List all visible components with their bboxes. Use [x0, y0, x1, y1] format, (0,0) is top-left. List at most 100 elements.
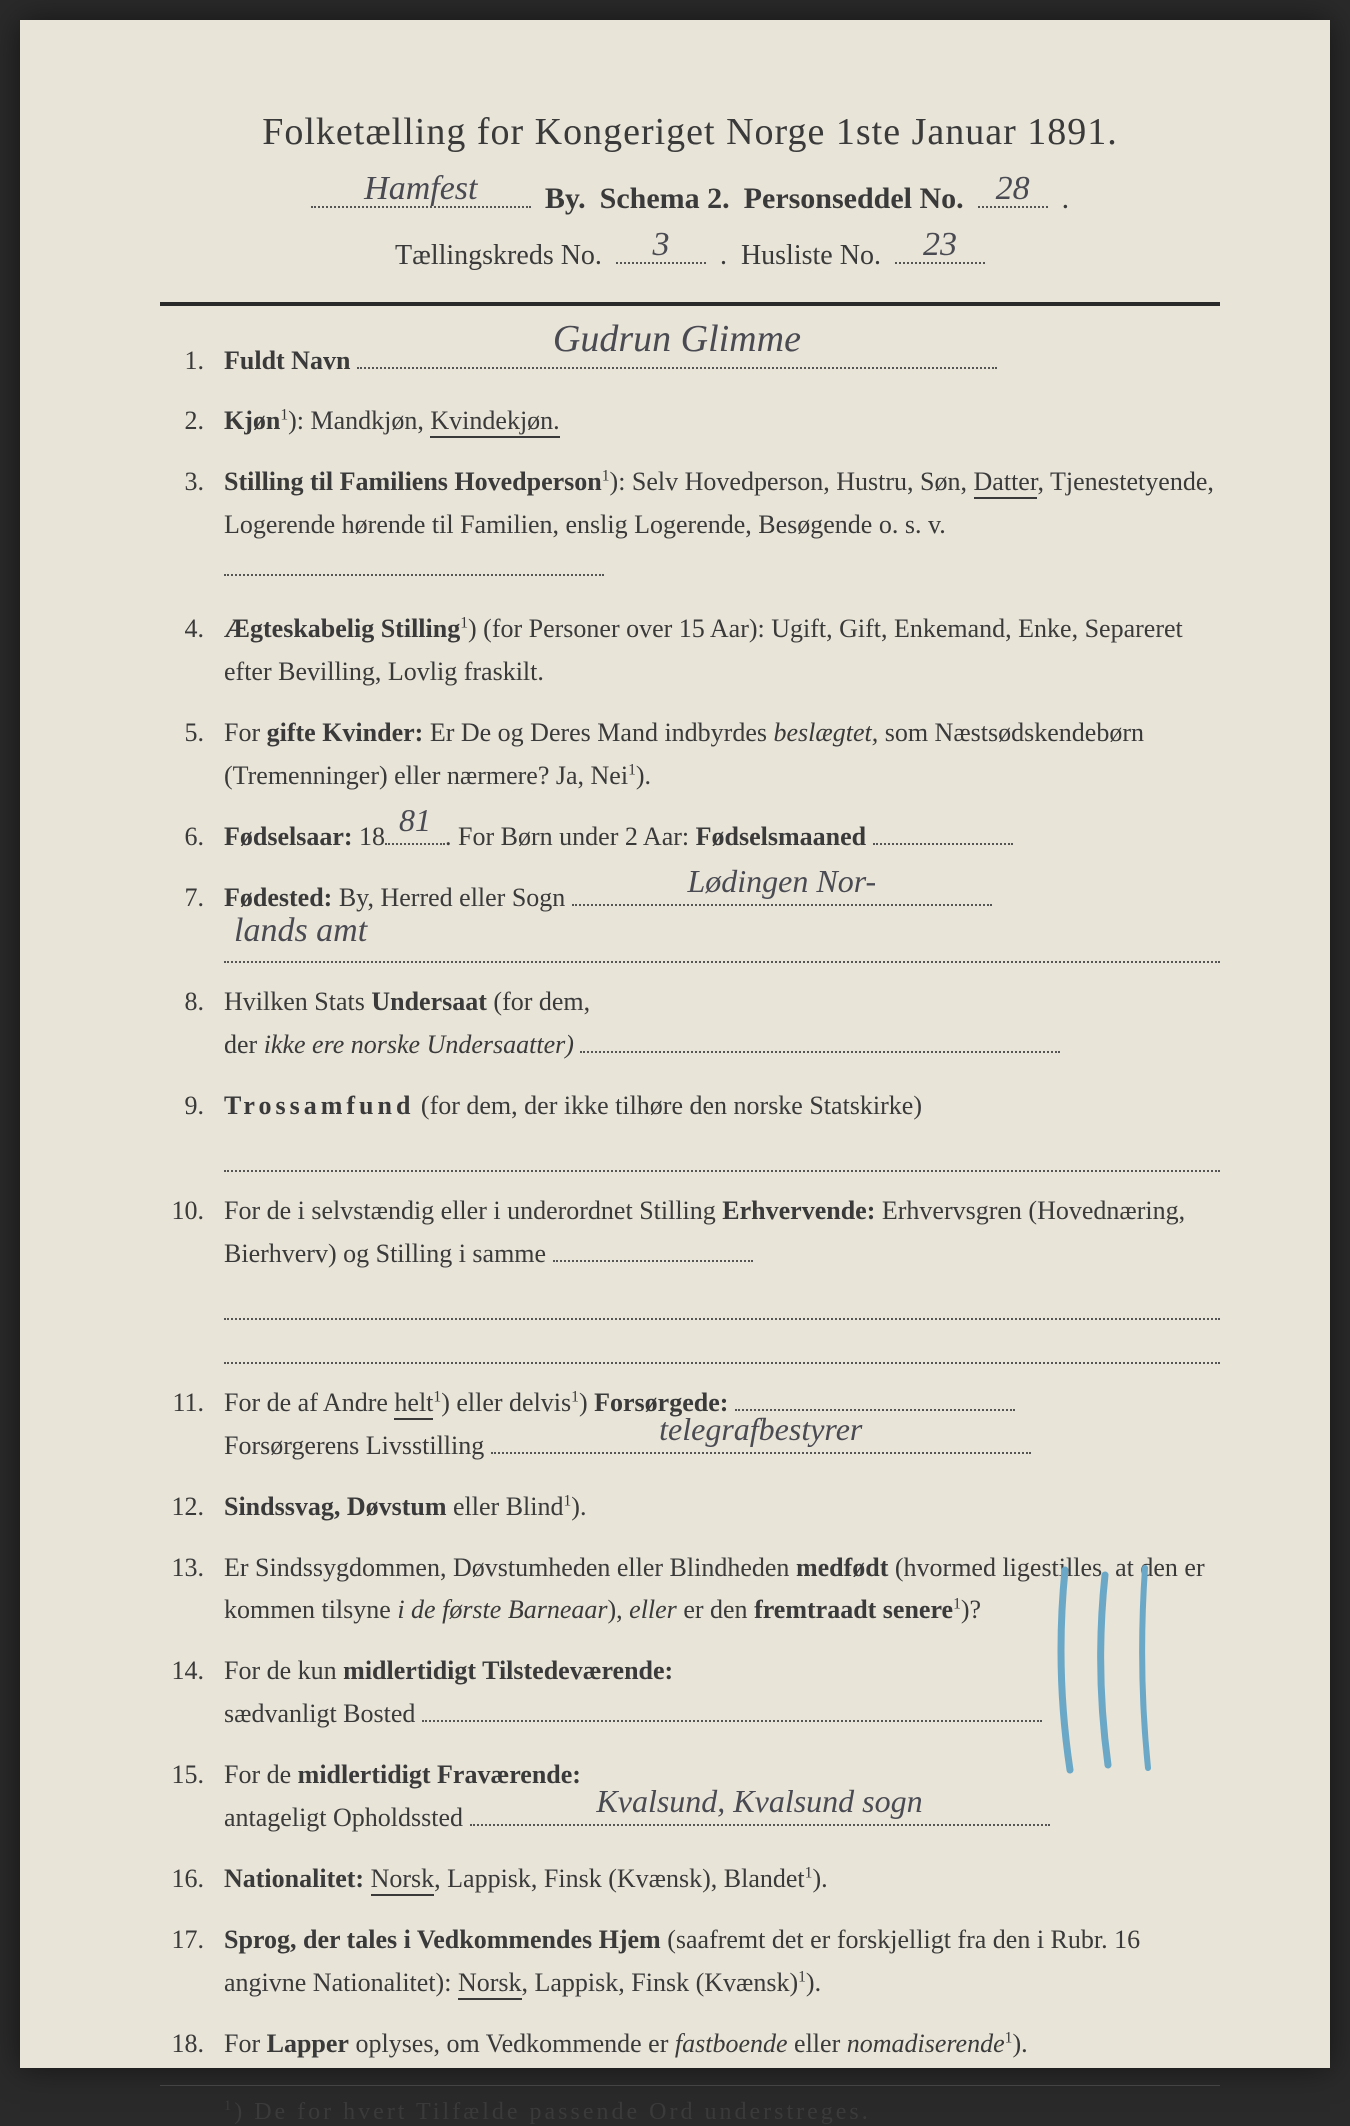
q2-text: ): Mandkjøn,	[288, 406, 430, 435]
q13-t1: Er Sindssygdommen, Døvstumheden eller Bl…	[224, 1553, 796, 1582]
q15-t1: For de	[224, 1760, 298, 1789]
q8-t3: der	[224, 1030, 264, 1059]
husliste-label: Husliste No.	[741, 240, 881, 272]
q11-t4: Forsørgerens Livsstilling	[224, 1431, 484, 1460]
q17-label: Sprog, der tales i Vedkommendes Hjem	[224, 1925, 661, 1954]
husliste-field: 23	[895, 230, 985, 264]
q4-body: Ægteskabelig Stilling1) (for Personer ov…	[224, 608, 1220, 694]
q16-body: Nationalitet: Norsk, Lappisk, Finsk (Kvæ…	[224, 1858, 1220, 1901]
q4: 4. Ægteskabelig Stilling1) (for Personer…	[160, 608, 1220, 694]
header-line-2: Hamfest By. Schema 2. Personseddel No. 2…	[160, 172, 1220, 216]
q8-fill	[580, 1051, 1060, 1053]
q2-body: Kjøn1): Mandkjøn, Kvindekjøn.	[224, 400, 1220, 443]
q3: 3. Stilling til Familiens Hovedperson1):…	[160, 461, 1220, 590]
q16-t2: ).	[812, 1864, 827, 1893]
q6-body: Fødselsaar: 1881. For Børn under 2 Aar: …	[224, 816, 1220, 859]
personseddel-field: 28	[978, 172, 1048, 208]
q5-t2: Er De og Deres Mand indbyrdes	[423, 718, 773, 747]
q17-t3: ).	[806, 1968, 821, 1997]
footnote-sup: 1	[224, 2098, 234, 2114]
q17-t2: , Lappisk, Finsk (Kvænsk)	[522, 1968, 799, 1997]
q9-num: 9.	[160, 1085, 224, 1172]
q8: 8. Hvilken Stats Undersaat (for dem, der…	[160, 981, 1220, 1067]
q5-i1: beslægtet,	[774, 718, 879, 747]
q14: 14. For de kun midlertidigt Tilstedevære…	[160, 1650, 1220, 1736]
q2-num: 2.	[160, 400, 224, 443]
q13-label2: fremtraadt senere	[754, 1595, 953, 1624]
q8-t1: Hvilken Stats	[224, 987, 371, 1016]
q15-body: For de midlertidigt Fraværende: antageli…	[224, 1754, 1220, 1840]
q11-num: 11.	[160, 1382, 224, 1468]
q12: 12. Sindssvag, Døvstum eller Blind1).	[160, 1486, 1220, 1529]
q14-body: For de kun midlertidigt Tilstedeværende:…	[224, 1650, 1220, 1736]
q5-body: For gifte Kvinder: Er De og Deres Mand i…	[224, 712, 1220, 798]
q18-t3: eller	[788, 2029, 847, 2058]
q1-label: Fuldt Navn	[224, 346, 350, 375]
q3-selected: Datter	[974, 467, 1038, 499]
q17-sup: 1	[798, 1968, 806, 1985]
q15-num: 15.	[160, 1754, 224, 1840]
q10-t1: For de i selvstændig eller i underordnet…	[224, 1196, 722, 1225]
q13-t4: er den	[677, 1595, 754, 1624]
header-line-3: Tællingskreds No. 3 . Husliste No. 23	[160, 230, 1220, 272]
q11-u: helt	[394, 1388, 433, 1420]
q3-text1: ): Selv Hovedperson, Hustru, Søn,	[610, 467, 974, 496]
q13-i1: i de første Barneaar	[397, 1595, 607, 1624]
q6-label2: Fødselsmaaned	[696, 822, 866, 851]
q10-label: Erhvervende:	[722, 1196, 875, 1225]
q16-text: , Lappisk, Finsk (Kvænsk), Blandet	[434, 1864, 805, 1893]
q8-t2: (for dem,	[487, 987, 590, 1016]
q8-body: Hvilken Stats Undersaat (for dem, der ik…	[224, 981, 1220, 1067]
footnote-rule	[160, 2085, 1220, 2086]
period: .	[1062, 182, 1070, 216]
year-field: 81	[385, 843, 445, 845]
header-rule	[160, 302, 1220, 306]
q16: 16. Nationalitet: Norsk, Lappisk, Finsk …	[160, 1858, 1220, 1901]
q3-sup: 1	[602, 468, 610, 485]
q3-num: 3.	[160, 461, 224, 590]
q2-sup: 1	[280, 407, 288, 424]
q14-num: 14.	[160, 1650, 224, 1736]
q9-text: (for dem, der ikke tilhøre den norske St…	[414, 1091, 922, 1120]
q13-body: Er Sindssygdommen, Døvstumheden eller Bl…	[224, 1547, 1220, 1633]
q13-i2: eller	[629, 1595, 677, 1624]
q9-fill	[224, 1134, 1220, 1172]
q16-selected: Norsk	[371, 1864, 435, 1896]
q18-i1: fastboende	[675, 2029, 788, 2058]
birthplace-field-2: lands amt	[224, 925, 1220, 963]
census-form-page: Folketælling for Kongeriget Norge 1ste J…	[20, 20, 1330, 2068]
q9-label: Trossamfund	[224, 1091, 414, 1120]
question-list: 1. Fuldt Navn Gudrun Glimme 2. Kjøn1): M…	[160, 340, 1220, 2066]
month-field	[873, 843, 1013, 845]
q10-body: For de i selvstændig eller i underordnet…	[224, 1190, 1220, 1364]
q16-label: Nationalitet:	[224, 1864, 364, 1893]
q12-label: Sindssvag, Døvstum	[224, 1492, 447, 1521]
q8-num: 8.	[160, 981, 224, 1067]
period-2: .	[720, 240, 727, 272]
schema-label: Schema 2.	[600, 182, 730, 216]
q3-fill	[224, 574, 604, 576]
q13-num: 13.	[160, 1547, 224, 1633]
q14-label: midlertidigt Tilstedeværende:	[343, 1656, 673, 1685]
q14-t1: For de kun	[224, 1656, 343, 1685]
q1: 1. Fuldt Navn Gudrun Glimme	[160, 340, 1220, 383]
provider-field: telegrafbestyrer	[491, 1452, 1031, 1454]
q12-num: 12.	[160, 1486, 224, 1529]
q12-text: eller Blind	[447, 1492, 564, 1521]
q9-body: Trossamfund (for dem, der ikke tilhøre d…	[224, 1085, 1220, 1172]
q2-selected: Kvindekjøn.	[430, 406, 559, 438]
q3-label: Stilling til Familiens Hovedperson	[224, 467, 602, 496]
q16-num: 16.	[160, 1858, 224, 1901]
q5: 5. For gifte Kvinder: Er De og Deres Man…	[160, 712, 1220, 798]
q13-sup: 1	[953, 1596, 961, 1613]
name-field: Gudrun Glimme	[357, 367, 997, 369]
kreds-field: 3	[616, 230, 706, 264]
q4-num: 4.	[160, 608, 224, 694]
q12-t2: ).	[571, 1492, 586, 1521]
q5-label: gifte Kvinder:	[267, 718, 424, 747]
q17-num: 17.	[160, 1919, 224, 2005]
q14-t2: sædvanligt Bosted	[224, 1699, 415, 1728]
q6: 6. Fødselsaar: 1881. For Børn under 2 Aa…	[160, 816, 1220, 859]
q13-t5: )?	[961, 1595, 981, 1624]
q10-fill3	[224, 1326, 1220, 1364]
